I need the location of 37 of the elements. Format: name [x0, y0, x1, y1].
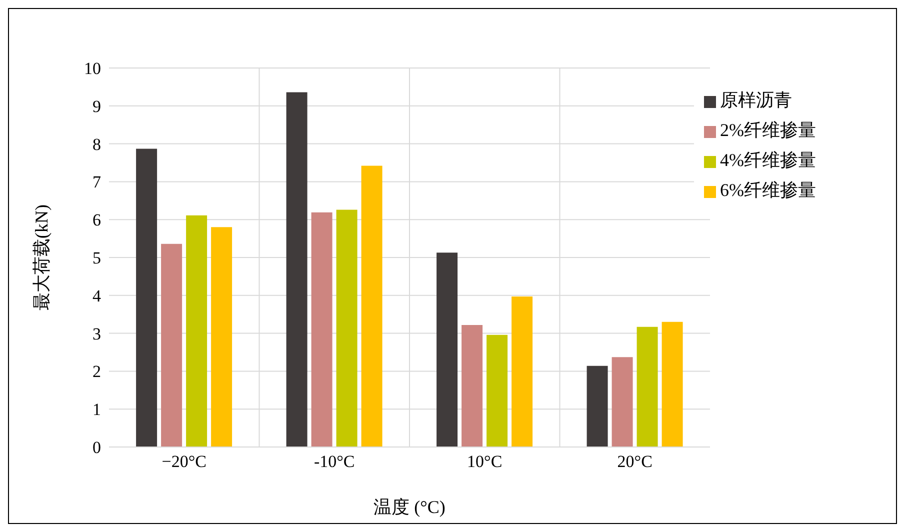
legend-label: 2%纤维掺量	[720, 120, 816, 140]
bar	[211, 227, 232, 447]
bar	[311, 212, 332, 447]
bar	[462, 324, 483, 447]
bar	[612, 357, 633, 447]
bar	[361, 166, 382, 447]
legend-label: 原样沥青	[720, 90, 792, 110]
legend-label: 4%纤维掺量	[720, 150, 816, 170]
bar	[436, 252, 458, 447]
bar	[662, 322, 683, 447]
bar	[512, 296, 533, 447]
bar	[486, 334, 508, 447]
x-tick-label: 10°C	[467, 452, 502, 472]
y-tick-label: 7	[92, 172, 102, 192]
y-tick-label: 8	[92, 134, 101, 154]
y-axis-title: 最大荷载(kN)	[31, 204, 52, 310]
y-tick-label: 0	[92, 438, 101, 458]
x-tick-label: -10°C	[314, 452, 355, 472]
y-tick-label: 5	[92, 248, 101, 268]
x-tick-label: −20°C	[162, 452, 206, 472]
x-tick-label: 20°C	[617, 452, 652, 472]
y-tick-label: 2	[92, 362, 101, 382]
y-tick-label: 1	[92, 400, 101, 420]
bar	[186, 215, 208, 447]
y-tick-label: 10	[84, 59, 101, 78]
bar	[136, 148, 158, 447]
bar	[636, 326, 658, 447]
x-axis-title: 温度 (°C)	[374, 497, 446, 517]
bar	[586, 366, 608, 447]
y-tick-label: 6	[92, 210, 101, 230]
y-tick-label: 4	[92, 286, 102, 306]
bar	[336, 210, 358, 447]
bar	[286, 92, 308, 447]
y-tick-label: 3	[92, 324, 101, 344]
legend-label: 6%纤维掺量	[720, 180, 816, 200]
y-tick-label: 9	[92, 96, 101, 116]
bar	[161, 244, 182, 447]
